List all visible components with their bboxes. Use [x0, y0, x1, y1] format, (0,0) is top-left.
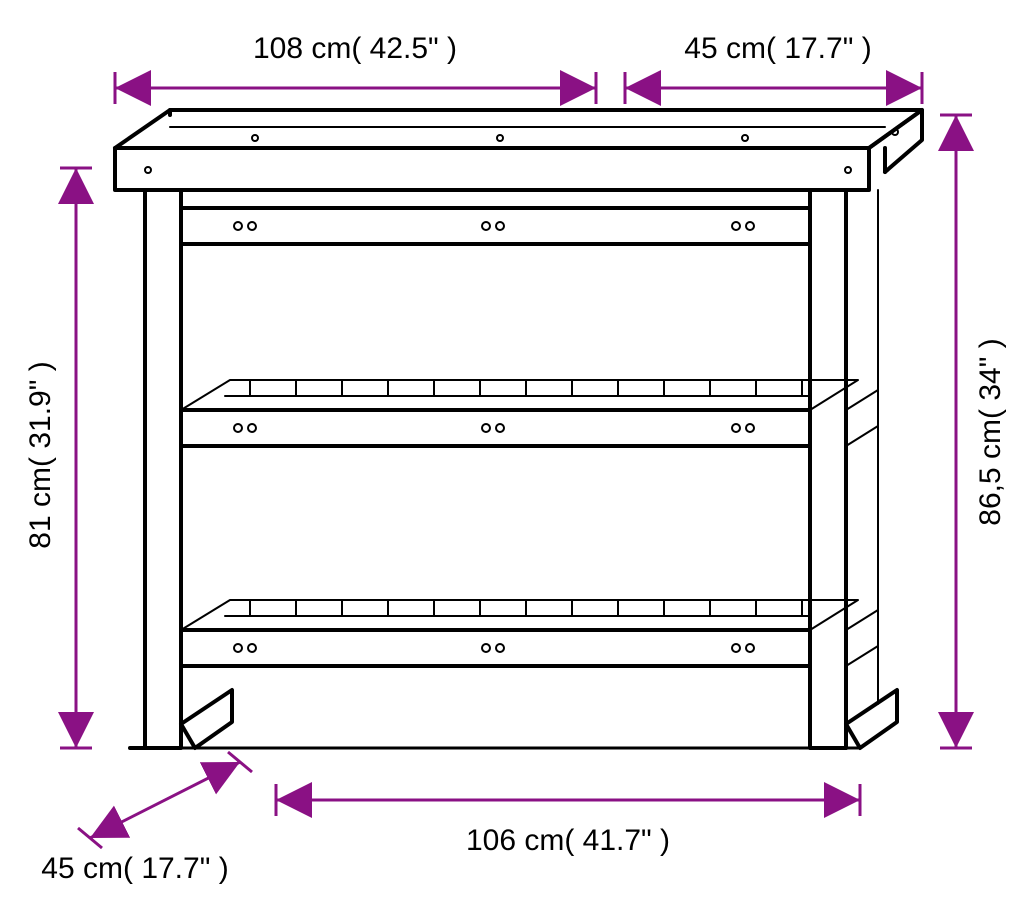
dim-right-height: 86,5 cm( 34" ): [974, 338, 1007, 525]
dimension-text: 108 cm( 42.5" ) 45 cm( 17.7" ) 81 cm( 31…: [24, 32, 1007, 885]
dim-left-height: 81 cm( 31.9" ): [24, 361, 57, 548]
dim-top-depth: 45 cm( 17.7" ): [684, 32, 871, 65]
dim-bottom-width: 106 cm( 41.7" ): [466, 824, 670, 857]
dim-bottom-depth: 45 cm( 17.7" ): [41, 852, 228, 885]
shelf-drawing: [115, 110, 922, 748]
dim-top-width: 108 cm( 42.5" ): [253, 32, 457, 65]
tech-drawing: 108 cm( 42.5" ) 45 cm( 17.7" ) 81 cm( 31…: [0, 0, 1020, 907]
